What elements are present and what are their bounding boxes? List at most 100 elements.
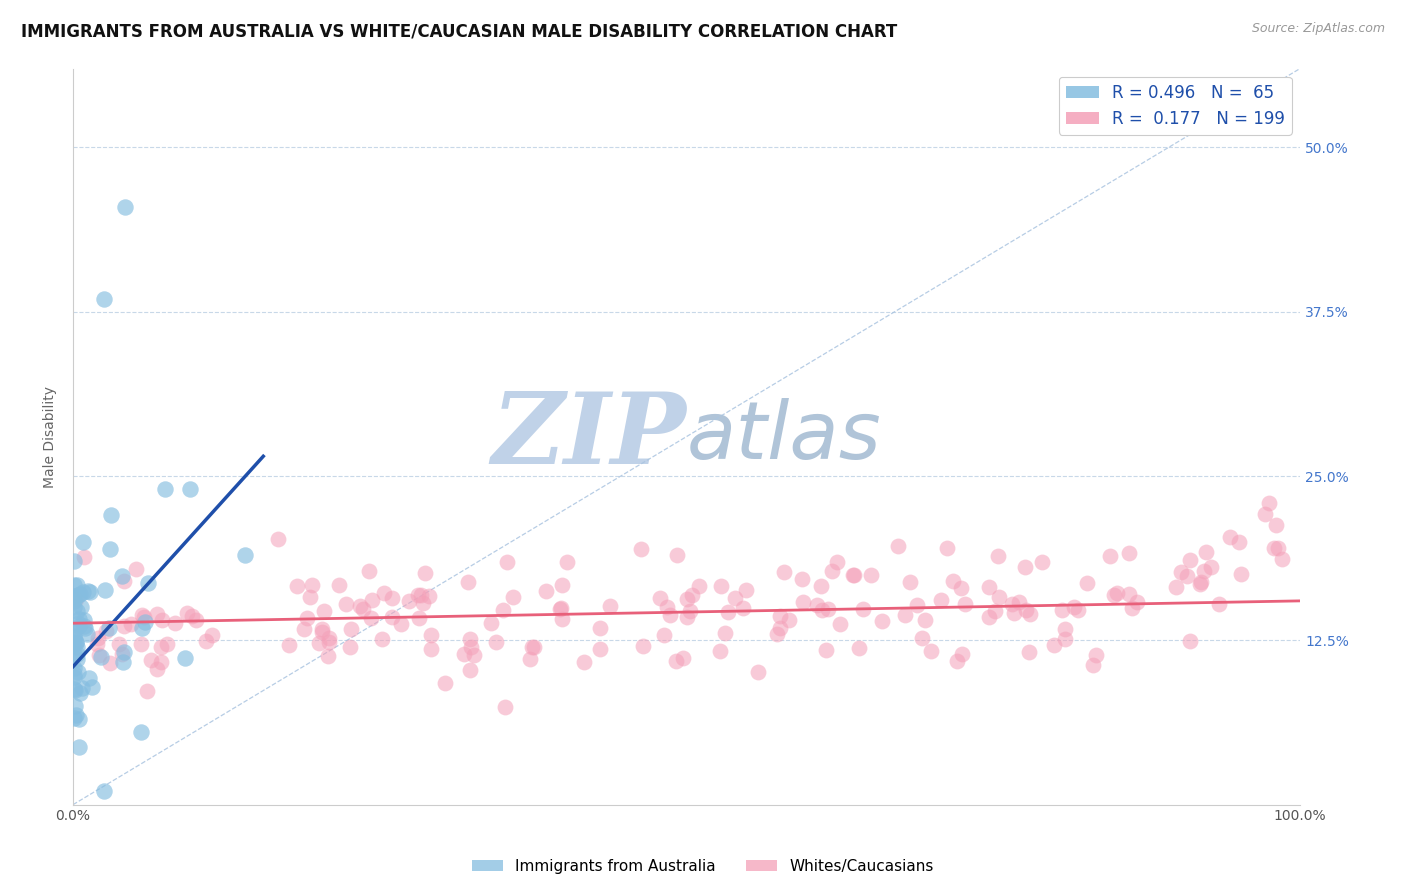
Point <box>66 640 89 655</box>
Point <box>65 635 87 649</box>
Point <box>136 576 159 591</box>
Point <box>977 580 1000 594</box>
Point <box>67 612 90 626</box>
Point <box>1102 587 1125 601</box>
Point <box>69 686 91 700</box>
Point <box>90 649 112 664</box>
Point <box>1118 587 1140 601</box>
Point <box>520 640 543 655</box>
Point <box>63 553 86 567</box>
Point <box>79 585 101 599</box>
Point <box>821 564 844 578</box>
Point <box>778 613 800 627</box>
Point <box>349 599 371 613</box>
Point <box>73 549 96 564</box>
Point <box>66 651 89 665</box>
Point <box>492 603 515 617</box>
Point <box>87 631 110 645</box>
Point <box>1015 603 1038 617</box>
Point <box>502 591 524 605</box>
Point <box>63 637 86 651</box>
Legend: Immigrants from Australia, Whites/Caucasians: Immigrants from Australia, Whites/Caucas… <box>467 853 939 880</box>
Point <box>145 607 167 621</box>
Point <box>357 564 380 578</box>
Point <box>150 655 173 669</box>
Point <box>987 549 1010 564</box>
Point <box>1014 560 1036 574</box>
Point <box>666 548 689 562</box>
Point <box>312 604 335 618</box>
Point <box>1002 606 1025 620</box>
Point <box>1099 549 1122 564</box>
Point <box>328 578 350 592</box>
Point <box>1031 555 1053 569</box>
Point <box>180 609 202 624</box>
Point <box>66 588 89 602</box>
Point <box>574 655 596 669</box>
Point <box>201 628 224 642</box>
Point <box>129 725 152 739</box>
Point <box>810 603 832 617</box>
Point <box>195 633 218 648</box>
Point <box>70 681 93 696</box>
Point <box>125 562 148 576</box>
Point <box>1018 645 1040 659</box>
Point <box>173 650 195 665</box>
Point <box>112 574 135 588</box>
Point <box>93 784 115 798</box>
Point <box>184 613 207 627</box>
Point <box>825 555 848 569</box>
Point <box>1265 518 1288 533</box>
Point <box>830 616 852 631</box>
Point <box>67 712 90 726</box>
Point <box>134 615 156 630</box>
Point <box>63 578 86 592</box>
Point <box>318 635 340 649</box>
Point <box>485 635 508 649</box>
Text: atlas: atlas <box>686 398 882 475</box>
Point <box>519 652 541 666</box>
Point <box>709 643 731 657</box>
Point <box>713 626 735 640</box>
Point <box>648 591 671 606</box>
Point <box>108 637 131 651</box>
Y-axis label: Male Disability: Male Disability <box>44 385 58 488</box>
Point <box>1219 530 1241 544</box>
Point <box>77 671 100 685</box>
Point <box>318 631 340 645</box>
Point <box>671 651 693 665</box>
Point <box>652 627 675 641</box>
Point <box>710 579 733 593</box>
Point <box>67 739 90 754</box>
Point <box>550 601 572 615</box>
Point <box>412 596 434 610</box>
Point <box>806 598 828 612</box>
Point <box>80 680 103 694</box>
Point <box>1121 600 1143 615</box>
Point <box>311 624 333 639</box>
Point <box>1081 657 1104 672</box>
Point <box>301 578 323 592</box>
Point <box>408 611 430 625</box>
Point <box>463 648 485 662</box>
Point <box>479 615 502 630</box>
Point <box>340 622 363 636</box>
Point <box>311 622 333 636</box>
Point <box>86 636 108 650</box>
Text: Source: ZipAtlas.com: Source: ZipAtlas.com <box>1251 22 1385 36</box>
Point <box>63 594 86 608</box>
Text: IMMIGRANTS FROM AUSTRALIA VS WHITE/CAUCASIAN MALE DISABILITY CORRELATION CHART: IMMIGRANTS FROM AUSTRALIA VS WHITE/CAUCA… <box>21 22 897 40</box>
Point <box>63 623 86 637</box>
Point <box>898 575 921 590</box>
Point <box>453 647 475 661</box>
Point <box>496 555 519 569</box>
Point <box>97 621 120 635</box>
Point <box>131 621 153 635</box>
Point <box>1063 600 1085 615</box>
Point <box>63 666 86 681</box>
Point <box>848 640 870 655</box>
Point <box>790 572 813 586</box>
Point <box>63 599 86 614</box>
Point <box>65 636 87 650</box>
Point <box>659 607 682 622</box>
